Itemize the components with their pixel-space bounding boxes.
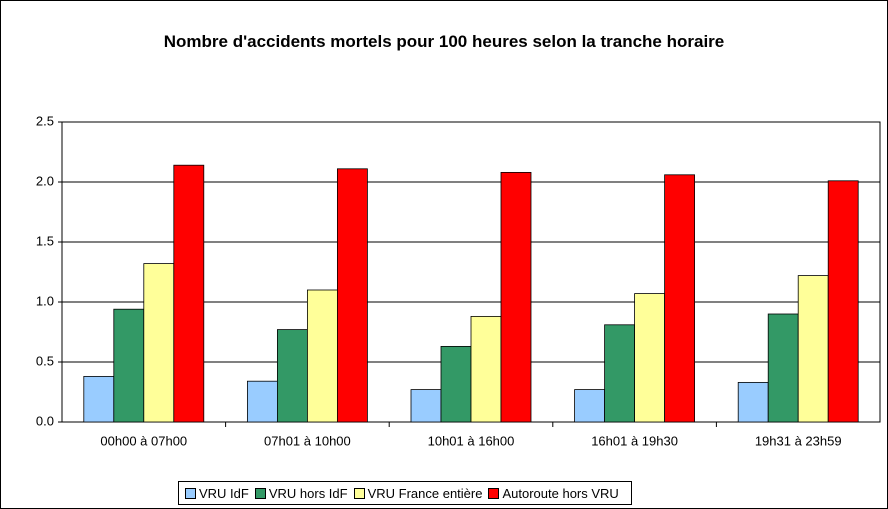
- y-tick-label: 2.0: [36, 173, 54, 188]
- legend-item: VRU hors IdF: [254, 485, 348, 501]
- legend-item: Autoroute hors VRU: [488, 485, 619, 501]
- bar: [827, 180, 859, 423]
- legend: VRU IdF VRU hors IdF VRU France entière Aut…: [178, 481, 632, 505]
- bar: [410, 389, 442, 423]
- y-tick-label: 0.5: [36, 353, 54, 368]
- bar: [470, 315, 502, 423]
- x-tick-label: 16h01 à 19h30: [591, 433, 678, 448]
- y-tick-label: 2.5: [36, 113, 54, 128]
- legend-swatch: [488, 487, 500, 499]
- legend-swatch: [353, 487, 365, 499]
- legend-item: VRU IdF: [185, 486, 249, 501]
- bar: [500, 171, 532, 423]
- bar: [664, 174, 695, 423]
- bar: [634, 293, 665, 423]
- bar: [276, 329, 308, 423]
- bar: [306, 289, 338, 423]
- bar: [767, 313, 799, 423]
- legend-label: Autoroute hors VRU: [502, 485, 619, 501]
- chart-title: Nombre d'accidents mortels pour 100 heur…: [163, 32, 725, 51]
- x-tick-label: 19h31 à 23h59: [755, 433, 842, 448]
- legend-item: VRU France entière: [353, 485, 483, 501]
- bar: [336, 168, 368, 423]
- legend-label: VRU IdF: [199, 485, 249, 501]
- bar: [83, 375, 115, 423]
- legend-label: VRU hors IdF: [268, 485, 348, 501]
- bar: [797, 275, 829, 423]
- bar: [574, 389, 605, 423]
- y-tick-label: 0.0: [36, 413, 54, 428]
- bar: [737, 381, 769, 423]
- bar: [143, 263, 175, 423]
- legend-swatch: [185, 487, 196, 499]
- bar: [440, 345, 472, 423]
- x-tick-label: 07h01 à 10h00: [264, 433, 351, 448]
- bar: [246, 380, 278, 423]
- bar: [604, 324, 635, 423]
- x-tick-label: 10h01 à 16h00: [428, 433, 515, 448]
- y-tick-label: 1.5: [36, 233, 54, 248]
- x-tick-label: 00h00 à 07h00: [100, 433, 187, 448]
- legend-swatch: [254, 487, 266, 499]
- legend-label: VRU France entière: [367, 485, 483, 501]
- bar: [173, 164, 205, 423]
- y-tick-label: 1.0: [36, 293, 54, 308]
- bar: [113, 308, 145, 423]
